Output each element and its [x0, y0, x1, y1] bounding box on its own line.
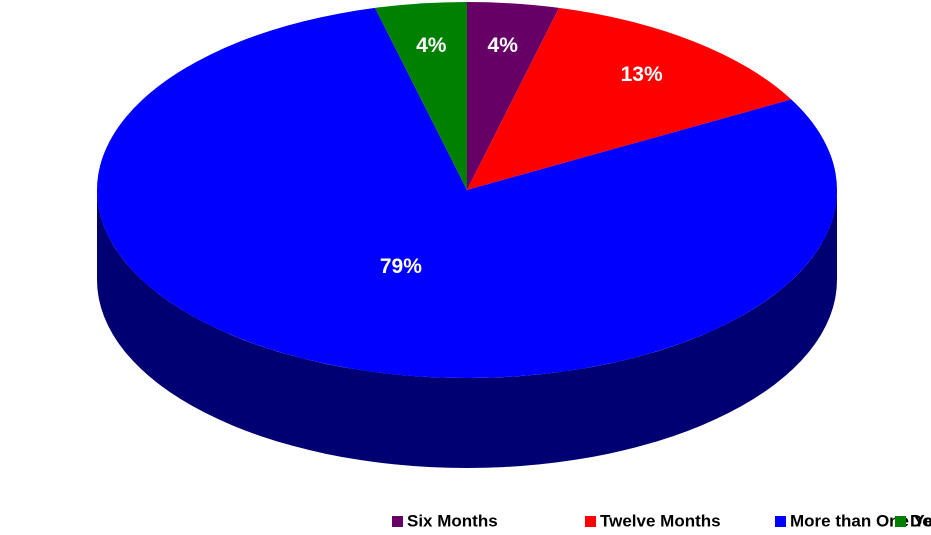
pie-slice [467, 7, 792, 190]
legend-label: Don't Know [910, 511, 931, 530]
pie-slice [374, 2, 467, 190]
legend-swatch [775, 516, 786, 527]
legend-swatch [895, 516, 906, 527]
slice-label: 79% [380, 255, 422, 278]
pie-side [97, 190, 837, 468]
pie-slice [96, 7, 837, 378]
pie-slice [467, 2, 560, 190]
legend-label: Six Months [407, 511, 498, 530]
legend-label: Twelve Months [600, 511, 721, 530]
legend-swatch [392, 516, 403, 527]
slice-label: 4% [488, 34, 519, 57]
slice-label: 4% [416, 34, 447, 57]
slice-label: 13% [621, 63, 663, 86]
legend-swatch [585, 516, 596, 527]
